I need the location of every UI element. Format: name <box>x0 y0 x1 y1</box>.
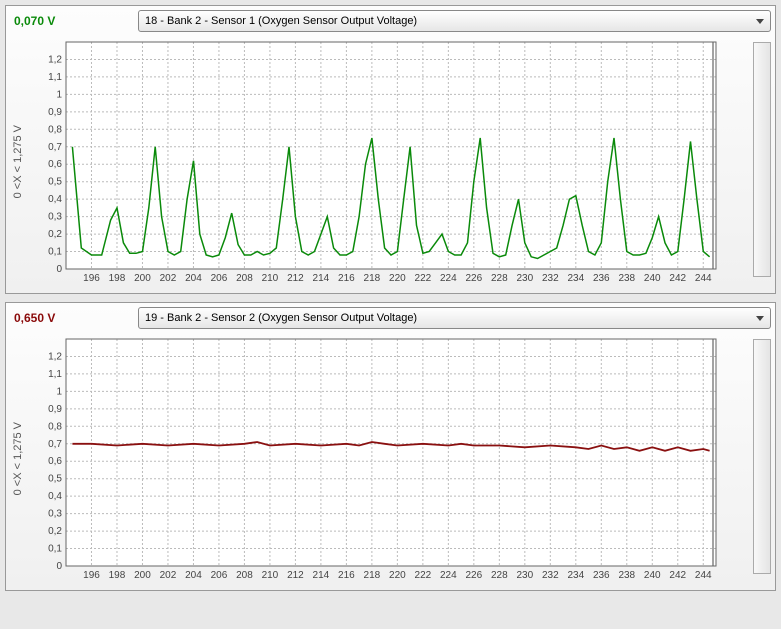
svg-text:232: 232 <box>542 570 559 581</box>
svg-text:222: 222 <box>415 570 432 581</box>
svg-text:214: 214 <box>313 570 330 581</box>
svg-text:228: 228 <box>491 570 508 581</box>
svg-text:0,9: 0,9 <box>48 404 62 415</box>
svg-text:234: 234 <box>567 273 584 284</box>
sensor-dropdown[interactable]: 19 - Bank 2 - Sensor 2 (Oxygen Sensor Ou… <box>138 307 771 329</box>
svg-text:1: 1 <box>56 89 62 100</box>
chart-panel: 0,070 V 18 - Bank 2 - Sensor 1 (Oxygen Se… <box>5 5 776 294</box>
svg-text:0: 0 <box>56 561 62 572</box>
svg-text:1,1: 1,1 <box>48 72 62 83</box>
svg-text:0,6: 0,6 <box>48 159 62 170</box>
svg-text:0,7: 0,7 <box>48 142 62 153</box>
current-value-label: 0,070 V <box>10 14 130 28</box>
svg-text:216: 216 <box>338 273 355 284</box>
svg-text:208: 208 <box>236 273 253 284</box>
svg-text:226: 226 <box>465 570 482 581</box>
sensor-dropdown[interactable]: 18 - Bank 2 - Sensor 1 (Oxygen Sensor Ou… <box>138 10 771 32</box>
chart-svg: 0 0,1 0,2 0,3 0,4 0,5 0,6 0,7 0,8 0,9 1 1,1 1,2 196 19… <box>24 34 724 289</box>
svg-text:240: 240 <box>644 273 661 284</box>
svg-text:0,3: 0,3 <box>48 212 62 223</box>
chevron-down-icon <box>756 316 764 321</box>
svg-text:206: 206 <box>211 570 228 581</box>
svg-text:244: 244 <box>695 570 712 581</box>
svg-text:224: 224 <box>440 273 457 284</box>
y-axis-label: 0 <X < 1,275 V <box>10 422 24 495</box>
svg-text:200: 200 <box>134 570 151 581</box>
svg-text:1,1: 1,1 <box>48 369 62 380</box>
svg-text:0,8: 0,8 <box>48 421 62 432</box>
svg-text:244: 244 <box>695 273 712 284</box>
dropdown-label: 18 - Bank 2 - Sensor 1 (Oxygen Sensor Ou… <box>145 15 417 27</box>
svg-text:232: 232 <box>542 273 559 284</box>
panel-header: 0,650 V 19 - Bank 2 - Sensor 2 (Oxygen Se… <box>10 307 771 329</box>
svg-text:236: 236 <box>593 570 610 581</box>
svg-text:228: 228 <box>491 273 508 284</box>
chart-area: 0 0,1 0,2 0,3 0,4 0,5 0,6 0,7 0,8 0,9 1 1,1 1,2 196 19… <box>24 34 749 289</box>
svg-text:196: 196 <box>83 570 100 581</box>
svg-text:206: 206 <box>211 273 228 284</box>
chevron-down-icon <box>756 19 764 24</box>
svg-text:204: 204 <box>185 570 202 581</box>
svg-text:0,2: 0,2 <box>48 229 62 240</box>
chart-svg: 0 0,1 0,2 0,3 0,4 0,5 0,6 0,7 0,8 0,9 1 1,1 1,2 196 19… <box>24 331 724 586</box>
svg-text:0,6: 0,6 <box>48 456 62 467</box>
svg-text:0,1: 0,1 <box>48 247 62 258</box>
svg-text:220: 220 <box>389 570 406 581</box>
svg-text:236: 236 <box>593 273 610 284</box>
current-value-label: 0,650 V <box>10 311 130 325</box>
svg-text:0,1: 0,1 <box>48 544 62 555</box>
svg-text:0,8: 0,8 <box>48 124 62 135</box>
svg-text:238: 238 <box>618 273 635 284</box>
svg-text:210: 210 <box>262 273 279 284</box>
svg-text:214: 214 <box>313 273 330 284</box>
svg-text:0,5: 0,5 <box>48 177 62 188</box>
svg-text:208: 208 <box>236 570 253 581</box>
svg-text:212: 212 <box>287 273 304 284</box>
svg-text:242: 242 <box>669 570 686 581</box>
y-axis-label: 0 <X < 1,275 V <box>10 125 24 198</box>
svg-text:242: 242 <box>669 273 686 284</box>
svg-text:224: 224 <box>440 570 457 581</box>
svg-text:230: 230 <box>516 570 533 581</box>
svg-text:0,5: 0,5 <box>48 474 62 485</box>
vertical-scrollbar[interactable] <box>753 42 771 277</box>
svg-text:198: 198 <box>109 273 126 284</box>
svg-text:234: 234 <box>567 570 584 581</box>
svg-text:230: 230 <box>516 273 533 284</box>
svg-text:0,7: 0,7 <box>48 439 62 450</box>
chart-body: 0 <X < 1,275 V00,10,20,30,40,50,60,70,80… <box>10 34 771 289</box>
svg-text:0,3: 0,3 <box>48 509 62 520</box>
svg-text:212: 212 <box>287 570 304 581</box>
chart-body: 0 <X < 1,275 V00,10,20,30,40,50,60,70,80… <box>10 331 771 586</box>
svg-text:1,2: 1,2 <box>48 351 62 362</box>
svg-text:0,4: 0,4 <box>48 194 62 205</box>
svg-text:0,2: 0,2 <box>48 526 62 537</box>
svg-text:220: 220 <box>389 273 406 284</box>
svg-text:240: 240 <box>644 570 661 581</box>
svg-text:0: 0 <box>56 264 62 275</box>
svg-text:218: 218 <box>364 273 381 284</box>
svg-text:200: 200 <box>134 273 151 284</box>
panel-header: 0,070 V 18 - Bank 2 - Sensor 1 (Oxygen Se… <box>10 10 771 32</box>
svg-text:218: 218 <box>364 570 381 581</box>
svg-text:1,2: 1,2 <box>48 54 62 65</box>
dropdown-label: 19 - Bank 2 - Sensor 2 (Oxygen Sensor Ou… <box>145 312 417 324</box>
svg-text:196: 196 <box>83 273 100 284</box>
svg-text:202: 202 <box>160 570 177 581</box>
svg-text:226: 226 <box>465 273 482 284</box>
svg-text:204: 204 <box>185 273 202 284</box>
svg-text:0,9: 0,9 <box>48 107 62 118</box>
chart-area: 0 0,1 0,2 0,3 0,4 0,5 0,6 0,7 0,8 0,9 1 1,1 1,2 196 19… <box>24 331 749 586</box>
svg-text:1: 1 <box>56 386 62 397</box>
svg-text:216: 216 <box>338 570 355 581</box>
svg-text:210: 210 <box>262 570 279 581</box>
svg-text:0,4: 0,4 <box>48 491 62 502</box>
svg-text:222: 222 <box>415 273 432 284</box>
svg-text:238: 238 <box>618 570 635 581</box>
svg-text:198: 198 <box>109 570 126 581</box>
vertical-scrollbar[interactable] <box>753 339 771 574</box>
svg-text:202: 202 <box>160 273 177 284</box>
chart-panel: 0,650 V 19 - Bank 2 - Sensor 2 (Oxygen Se… <box>5 302 776 591</box>
